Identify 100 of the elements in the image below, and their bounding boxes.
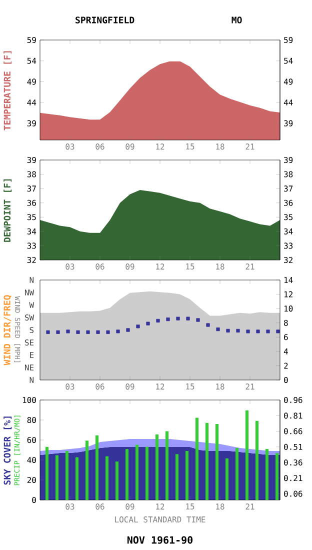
x-tick-label: 03 xyxy=(66,144,74,150)
x-tick-label: 18 xyxy=(216,504,224,510)
bar xyxy=(76,457,78,500)
y-axis-title: TEMPERATURE [F] xyxy=(4,51,12,130)
chart-title: SPRINGFIELD xyxy=(76,16,134,24)
y-tick-label: 35 xyxy=(27,214,36,220)
text: W xyxy=(29,302,34,308)
y-tick-label: 2 xyxy=(284,362,288,369)
y-tick-label: 54 xyxy=(27,58,36,64)
bar xyxy=(245,410,248,500)
y-tick-label: 8 xyxy=(284,320,288,326)
x-tick-label: 15 xyxy=(186,264,194,270)
y2-tick-label: 0.06 xyxy=(284,490,302,497)
bar xyxy=(126,448,128,500)
y-tick-label: 4 xyxy=(284,348,288,354)
y-tick-label: 34 xyxy=(27,228,36,234)
bar xyxy=(255,420,258,500)
y2-tick-label: 0.36 xyxy=(284,459,302,466)
bar xyxy=(116,461,118,500)
bar xyxy=(56,455,58,500)
point xyxy=(246,330,250,334)
x-axis-title: LOCAL STANDARD TIME xyxy=(115,516,206,522)
y-tick-label: 20 xyxy=(27,476,36,484)
x-tick-label: 12 xyxy=(156,264,164,270)
text: E xyxy=(30,352,34,358)
text: N xyxy=(30,277,34,283)
y-tick-label: 39 xyxy=(27,120,36,126)
point xyxy=(196,318,200,322)
y-tick-label: 49 xyxy=(27,78,36,85)
y-tick-label: 0 xyxy=(32,496,36,504)
bar xyxy=(225,458,228,500)
y-tick-label: 32 xyxy=(27,256,36,264)
point xyxy=(176,316,180,320)
x-tick-label: 15 xyxy=(186,384,194,390)
y-tick-label: 44 xyxy=(27,100,36,106)
y2-tick-label: 0.51 xyxy=(284,444,302,450)
point xyxy=(236,328,240,333)
bar xyxy=(165,431,168,500)
bar xyxy=(86,440,88,500)
point xyxy=(96,330,100,334)
y-tick-label: 60 xyxy=(27,436,36,444)
point xyxy=(186,316,190,320)
x-tick-label: 09 xyxy=(126,504,134,510)
y-axis-title: DEWPOINT [F] xyxy=(4,179,12,242)
point xyxy=(126,328,130,332)
x-tick-label: 12 xyxy=(156,144,164,150)
x-tick-label: 09 xyxy=(126,384,134,390)
y-axis-title: SKY COVER [%] xyxy=(4,416,12,485)
bar xyxy=(46,446,48,500)
text: NOV 1961-90 xyxy=(127,536,193,544)
y-tick-label: 39 xyxy=(27,156,36,164)
text: SW xyxy=(24,314,34,321)
point xyxy=(56,330,60,334)
point xyxy=(206,323,210,327)
y-tick-label: 36 xyxy=(27,200,36,206)
point xyxy=(216,327,220,332)
text: NE xyxy=(24,364,34,370)
x-tick-label: 06 xyxy=(96,144,104,150)
point xyxy=(256,330,260,334)
point xyxy=(66,330,70,334)
bar xyxy=(205,422,208,500)
y2-tick-label: 0.21 xyxy=(284,475,302,482)
y-tick-label: 12 xyxy=(284,291,292,298)
x-tick-label: 15 xyxy=(186,504,194,510)
bar xyxy=(135,444,138,500)
y-tick-label: 10 xyxy=(284,306,293,312)
x-tick-label: 12 xyxy=(156,384,164,390)
bar xyxy=(106,456,108,500)
bar xyxy=(155,434,158,500)
bar xyxy=(265,448,268,500)
y-tick-label: 40 xyxy=(27,456,36,464)
bar xyxy=(275,453,278,500)
bar xyxy=(66,451,68,500)
point xyxy=(116,330,120,334)
point xyxy=(276,330,280,334)
text: SE xyxy=(24,339,34,346)
x-tick-label: 15 xyxy=(186,144,194,150)
y-tick-label: 100 xyxy=(22,396,36,404)
point xyxy=(226,328,230,333)
y-tick-label: 33 xyxy=(27,242,36,249)
x-tick-label: 06 xyxy=(96,504,104,510)
y-tick-label: 6 xyxy=(284,334,288,340)
y-tick-label: 38 xyxy=(27,171,36,178)
y2-tick-label: 0.81 xyxy=(284,412,302,419)
x-tick-label: 03 xyxy=(66,264,74,270)
point xyxy=(146,322,150,326)
x-tick-label: 09 xyxy=(126,264,134,270)
y-tick-label: 14 xyxy=(284,277,293,283)
y-tick-label: 59 xyxy=(27,36,36,44)
y-tick-label: 0 xyxy=(284,376,288,384)
bar xyxy=(195,418,198,500)
bar xyxy=(185,451,188,500)
bar xyxy=(146,446,148,500)
y-tick-label: 80 xyxy=(27,416,36,424)
x-tick-label: 21 xyxy=(246,384,254,390)
point xyxy=(266,330,270,334)
x-tick-label: 21 xyxy=(246,504,254,510)
x-tick-label: 18 xyxy=(216,144,224,150)
x-tick-label: 12 xyxy=(156,504,164,510)
bar xyxy=(235,448,238,500)
